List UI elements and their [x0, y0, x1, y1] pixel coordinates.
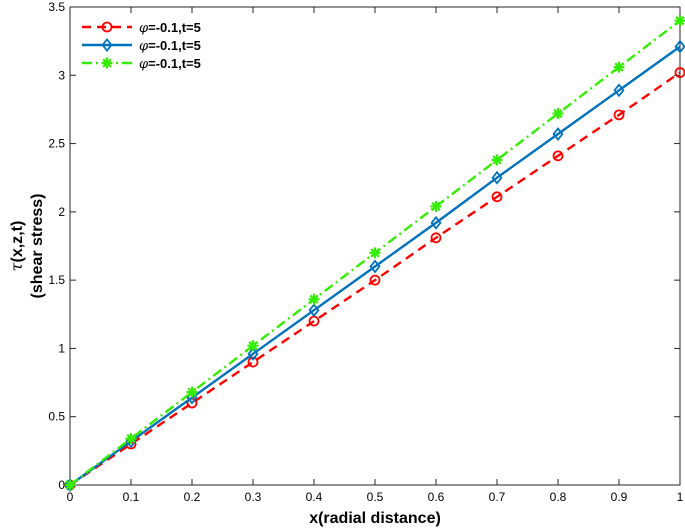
data-point	[369, 247, 381, 259]
x-tick-label: 0.3	[245, 490, 262, 504]
legend-label-text: =-0.1,t=5	[148, 20, 201, 35]
data-point	[491, 191, 503, 203]
data-point	[674, 15, 685, 27]
legend-label: φ=-0.1,t=5	[139, 38, 201, 54]
y-tick-label: 3	[58, 68, 65, 82]
series-1	[64, 67, 685, 491]
legend-entry-2: φ=-0.1,t=5	[82, 38, 201, 54]
y-tick-label: 0.5	[48, 410, 65, 424]
data-point	[308, 293, 320, 305]
x-tick-label: 0.8	[550, 490, 567, 504]
y-axis-title-symbol: τ	[7, 261, 26, 271]
series-line	[69, 71, 681, 486]
legend-entry-3: φ=-0.1,t=5	[82, 56, 201, 72]
series-layer	[64, 15, 685, 492]
legend-swatch-marker	[101, 38, 113, 52]
y-tick-label: 1	[58, 341, 65, 355]
data-point	[613, 83, 625, 98]
legend: φ=-0.1,t=5φ=-0.1,t=5φ=-0.1,t=5	[82, 20, 201, 72]
data-point	[430, 232, 442, 244]
legend-label-symbol: φ	[139, 39, 149, 54]
data-point	[247, 340, 259, 352]
x-tick-label: 0.5	[367, 490, 384, 504]
data-point	[247, 346, 259, 361]
legend-label-text: =-0.1,t=5	[148, 38, 201, 53]
data-point	[308, 303, 320, 318]
plot-axes	[69, 6, 681, 486]
data-point	[64, 479, 76, 491]
y-axis-title-line2: (shear stress)	[29, 194, 46, 299]
x-tick-label: 0.1	[123, 490, 140, 504]
x-tick-label: 0.2	[184, 490, 201, 504]
y-tick-label: 2	[58, 205, 65, 219]
series-line	[69, 45, 681, 486]
y-axis-title: τ(x,z,t)	[7, 221, 26, 272]
data-point	[613, 109, 625, 121]
data-point	[430, 215, 442, 230]
y-tick-label: 2.5	[48, 137, 65, 151]
y-tick-label: 0	[58, 478, 65, 492]
legend-label: φ=-0.1,t=5	[139, 20, 201, 36]
data-point	[369, 259, 381, 274]
x-tick-label: 0.7	[489, 490, 506, 504]
legend-label: φ=-0.1,t=5	[139, 56, 201, 72]
data-point	[430, 200, 442, 212]
plot-frame	[69, 6, 681, 486]
data-point	[186, 386, 198, 398]
data-point	[491, 154, 503, 166]
data-point	[491, 170, 503, 185]
data-point	[613, 61, 625, 73]
legend-label-text: =-0.1,t=5	[148, 56, 201, 71]
y-tick-label: 1.5	[48, 273, 65, 287]
data-point	[552, 127, 564, 141]
data-point	[552, 108, 564, 120]
legend-swatch-marker	[101, 57, 113, 69]
data-point	[125, 433, 137, 445]
legend-entry-1: φ=-0.1,t=5	[82, 20, 201, 36]
data-point	[369, 274, 381, 286]
data-point	[552, 150, 564, 162]
x-tick-label: 0	[67, 490, 74, 504]
x-tick-label: 0.9	[611, 490, 628, 504]
tick-marks: 0 0.1 0.2 0.3 0.4 0.5 0.6 0.7 0.8 0.9 1 0 0.5 1 1.5 2 2.…	[48, 0, 683, 504]
series-2	[64, 39, 685, 492]
y-tick-label: 3.5	[48, 0, 65, 14]
data-point	[674, 39, 685, 54]
legend-swatch-marker	[101, 21, 113, 33]
x-axis-title: x(radial distance)	[309, 510, 441, 527]
y-axis-title-args: (x,z,t)	[9, 221, 26, 263]
legend-label-symbol: φ	[139, 21, 149, 36]
series-3	[64, 15, 685, 491]
data-point	[247, 356, 259, 368]
x-tick-label: 0.6	[428, 490, 445, 504]
x-tick-label: 0.4	[306, 490, 323, 504]
legend-label-symbol: φ	[139, 57, 149, 72]
x-tick-label: 1	[677, 490, 684, 504]
